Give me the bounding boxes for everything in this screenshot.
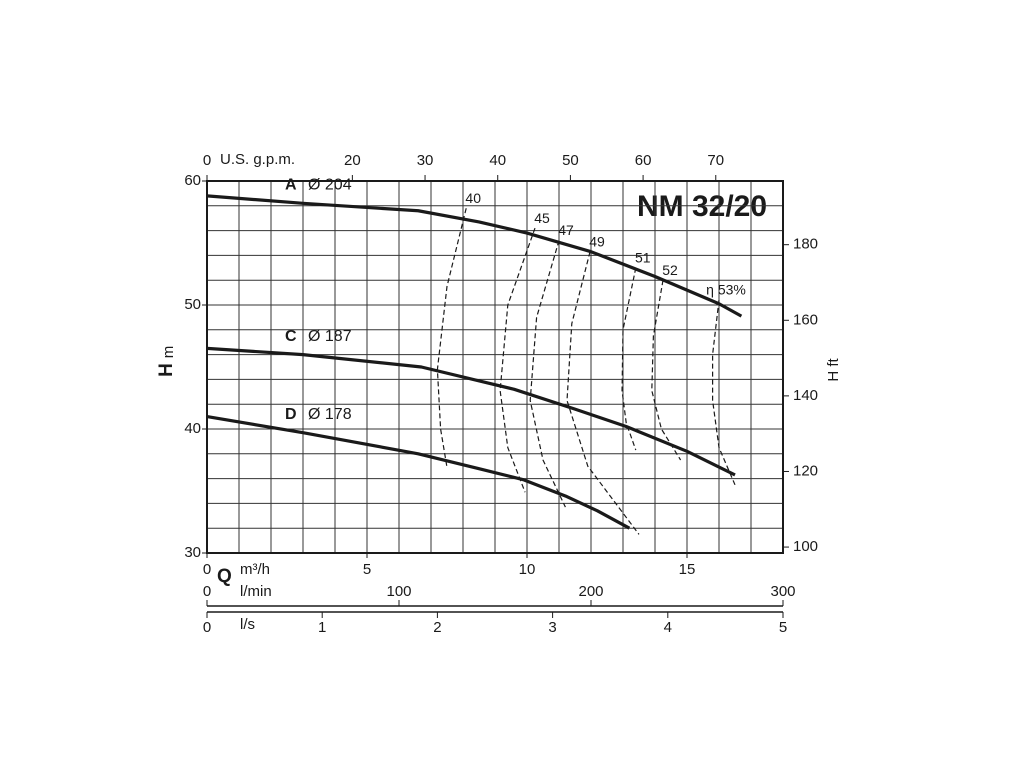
chart-title: NM 32/20: [637, 190, 767, 223]
y-tick-label: 30: [184, 544, 201, 561]
top-tick-label: 70: [707, 152, 724, 169]
lmin-tick-label: 200: [578, 583, 603, 600]
efficiency-label: 40: [465, 190, 481, 206]
efficiency-label: η 53%: [706, 282, 746, 298]
y-label-symbol: H: [156, 363, 177, 377]
efficiency-curve: [529, 240, 566, 508]
curve-name: A: [285, 177, 297, 194]
curve-diameter: Ø 187: [308, 328, 352, 345]
ls-tick-label: 4: [664, 619, 672, 636]
efficiency-curve: [651, 280, 682, 461]
y2-tick-label: 120: [793, 462, 818, 479]
y2-label: H ft: [825, 358, 842, 382]
lmin-tick-label: 300: [770, 583, 795, 600]
y-tick-label: 50: [184, 296, 201, 313]
ls-tick-label: 5: [779, 619, 787, 636]
efficiency-label: 52: [662, 262, 678, 278]
lmin-axis-label: l/min: [240, 583, 272, 600]
pump-curve: [206, 415, 631, 530]
x-tick-label: 15: [679, 561, 696, 578]
curve-diameter: Ø 204: [308, 177, 352, 194]
x-label-unit: m³/h: [240, 561, 270, 578]
pump-curve: [206, 346, 736, 477]
plot-frame: [206, 180, 784, 554]
top-tick-label: 60: [635, 152, 652, 169]
top-tick-label: 0: [203, 152, 211, 169]
ls-axis-label: l/s: [240, 616, 255, 633]
top-tick-label: 20: [344, 152, 361, 169]
efficiency-curve: [499, 227, 536, 493]
pump-curve: [206, 194, 743, 318]
lmin-tick-label: 0: [203, 583, 211, 600]
y-tick-label: 60: [184, 172, 201, 189]
x-tick-label: 0: [203, 561, 211, 578]
y2-tick-label: 140: [793, 387, 818, 404]
x-tick-label: 5: [363, 561, 371, 578]
ls-tick-label: 1: [318, 619, 326, 636]
y2-tick-label: 160: [793, 311, 818, 328]
efficiency-label: 45: [534, 210, 550, 226]
x-label-symbol: Q: [217, 566, 232, 587]
curve-name: C: [285, 328, 297, 345]
x-tick-label: 10: [519, 561, 536, 578]
ls-tick-label: 2: [433, 619, 441, 636]
y2-tick-label: 100: [793, 538, 818, 555]
top-tick-label: 40: [489, 152, 506, 169]
efficiency-label: 51: [635, 250, 651, 266]
y-tick-label: 40: [184, 420, 201, 437]
top-tick-label: 50: [562, 152, 579, 169]
y-label-unit: m: [160, 346, 177, 359]
curve-name: D: [285, 406, 297, 423]
efficiency-label: 49: [589, 233, 605, 249]
efficiency-label: 47: [558, 222, 574, 238]
efficiency-curve: [621, 267, 637, 451]
efficiency-curve: [711, 299, 736, 486]
y2-tick-label: 180: [793, 236, 818, 253]
lmin-tick-label: 100: [386, 583, 411, 600]
ls-tick-label: 3: [548, 619, 556, 636]
ls-tick-label: 0: [203, 619, 211, 636]
curve-diameter: Ø 178: [308, 406, 352, 423]
efficiency-curve: [566, 251, 640, 535]
top-axis-label: U.S. g.p.m.: [220, 151, 295, 168]
top-tick-label: 30: [417, 152, 434, 169]
